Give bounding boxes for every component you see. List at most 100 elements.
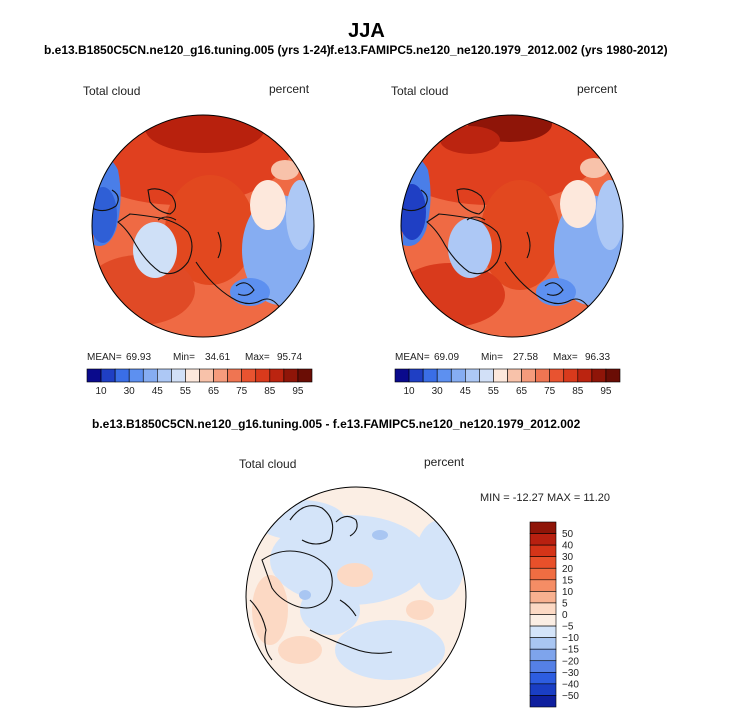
map-boundary — [400, 114, 624, 338]
diff-colorbar-box — [529, 591, 557, 604]
left-colorbar-box — [297, 368, 313, 383]
cloud-region — [165, 175, 255, 285]
diff-colorbar-tick-label: 50 — [562, 529, 574, 540]
coastline — [235, 282, 255, 296]
left-max-label: Max= — [245, 352, 270, 363]
diff-colorbar-box — [529, 683, 557, 696]
right-colorbar-box — [521, 368, 536, 383]
left-colorbar-tick-label: 65 — [208, 386, 220, 397]
right-max-label: Max= — [553, 352, 578, 363]
right-colorbar-tick-label: 45 — [460, 386, 472, 397]
right-mean-value: 69.09 — [434, 352, 460, 363]
coastline — [92, 189, 119, 212]
cloud-region — [337, 563, 373, 587]
diff-colorbar-box — [529, 695, 557, 708]
diff-colorbar-tick-label: 0 — [562, 610, 568, 621]
cloud-region — [286, 180, 314, 250]
right-colorbar-tick-label: 65 — [516, 386, 528, 397]
cloud-region — [230, 278, 270, 306]
right-colorbar-box — [408, 368, 424, 383]
cloud-region — [560, 180, 596, 228]
left-colorbar-tick-label: 75 — [236, 386, 248, 397]
diff-stats: MIN = -12.27 MAX = 11.20 — [480, 492, 611, 504]
difference-title: b.e13.B1850C5CN.ne120_g16.tuning.005 - f… — [92, 417, 581, 431]
diff-colorbar-box — [529, 579, 557, 592]
right-variable-label: Total cloud — [391, 84, 449, 98]
right-colorbar-tick-label: 95 — [600, 386, 612, 397]
diff-colorbar-tick-label: −5 — [562, 622, 574, 633]
diff-colorbar-tick-label: 40 — [562, 541, 574, 552]
diff-colorbar-box — [529, 533, 557, 546]
right-colorbar-box — [422, 368, 438, 383]
coastline — [217, 231, 222, 259]
left-colorbar-box — [157, 368, 172, 383]
coastline — [289, 505, 334, 545]
right-colorbar-box — [465, 368, 480, 383]
right-colorbar-box — [394, 368, 410, 383]
diff-colorbar-box — [529, 567, 557, 581]
cloud-region — [335, 620, 445, 680]
left-min-label: Min= — [173, 352, 195, 363]
right-colorbar-box — [577, 368, 593, 383]
diff-colorbar-tick-label: −10 — [562, 633, 579, 644]
cloud-region — [133, 222, 177, 278]
coastline — [309, 629, 393, 654]
cloud-region — [271, 160, 299, 180]
diff-colorbar-box — [529, 614, 557, 627]
right-min-value: 27.58 — [513, 352, 539, 363]
cloud-region — [372, 530, 388, 540]
left-min-value: 34.61 — [205, 352, 231, 363]
right-colorbar-tick-label: 85 — [572, 386, 584, 397]
left-case-title: b.e13.B1850C5CN.ne120_g16.tuning.005 (yr… — [44, 43, 331, 57]
diff-variable-label: Total cloud — [239, 457, 297, 471]
left-colorbar-box — [213, 368, 228, 383]
coastline — [335, 515, 358, 537]
right-colorbar-box — [535, 368, 550, 383]
season-title: JJA — [348, 20, 385, 42]
cloud-region — [580, 158, 608, 178]
coastline — [426, 213, 502, 275]
right-polar-map — [400, 114, 624, 338]
left-polar-map — [91, 114, 315, 338]
diff-colorbar-box — [529, 637, 557, 650]
left-colorbar-box — [185, 368, 200, 383]
left-colorbar-box — [227, 368, 242, 383]
right-colorbar: 10 30 45 55 65 75 85 95 — [394, 368, 621, 397]
diff-colorbar-box — [529, 521, 557, 534]
cloud-region — [406, 600, 434, 620]
coastline — [261, 550, 333, 609]
right-colorbar-box — [479, 368, 494, 383]
coastlines — [92, 188, 281, 309]
cloud-region — [278, 636, 322, 664]
left-variable-label: Total cloud — [83, 84, 141, 98]
cloud-region — [92, 187, 117, 243]
coastline — [117, 213, 193, 275]
left-colorbar-box — [269, 368, 285, 383]
diff-colorbar-tick-label: 10 — [562, 587, 574, 598]
coastline — [504, 261, 590, 309]
right-colorbar-box — [436, 368, 452, 383]
left-colorbar-tick-label: 10 — [96, 386, 108, 397]
cloud-region — [300, 585, 360, 635]
right-colorbar-box — [450, 368, 466, 383]
diff-colorbar-tick-label: 15 — [562, 575, 574, 586]
diff-colorbar-tick-label: −15 — [562, 645, 579, 656]
cloud-region — [250, 180, 286, 230]
left-units-label: percent — [269, 82, 310, 96]
left-colorbar-tick-label: 55 — [180, 386, 192, 397]
left-colorbar-box — [114, 368, 130, 383]
diff-colorbar-tick-label: −40 — [562, 679, 579, 690]
diff-colorbar-tick-label: 30 — [562, 552, 574, 563]
diff-units-label: percent — [424, 455, 465, 469]
left-colorbar-box — [283, 368, 299, 383]
left-colorbar-box — [255, 368, 271, 383]
left-colorbar-box — [142, 368, 158, 383]
cloud-region — [252, 575, 288, 645]
cloud-region — [415, 520, 465, 600]
right-colorbar-tick-label: 10 — [404, 386, 416, 397]
left-colorbar: 10 30 45 55 65 75 85 95 — [86, 368, 313, 397]
left-colorbar-box — [128, 368, 144, 383]
right-colorbar-tick-label: 30 — [432, 386, 444, 397]
cloud-region — [440, 126, 500, 154]
